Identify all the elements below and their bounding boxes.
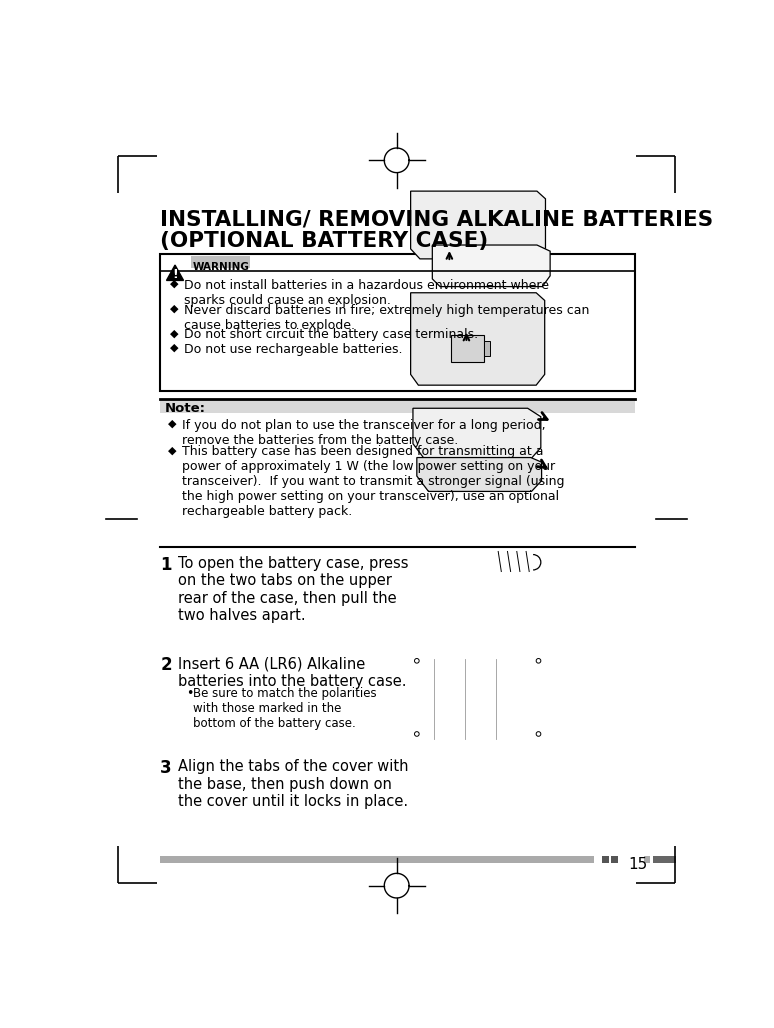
Text: •: • [186,687,194,700]
Text: 1: 1 [160,556,172,574]
Polygon shape [413,408,541,460]
Bar [160,856,594,864]
Polygon shape [411,191,546,259]
Text: Be sure to match the polarities
with those marked in the
bottom of the battery c: Be sure to match the polarities with tho… [193,687,376,730]
Text: INSTALLING/ REMOVING ALKALINE BATTERIES: INSTALLING/ REMOVING ALKALINE BATTERIES [160,210,714,229]
Bar [653,856,676,864]
Text: Do not install batteries in a hazardous environment where
sparks could cause an : Do not install batteries in a hazardous … [183,279,549,307]
Text: Never discard batteries in fire; extremely high temperatures can
cause batteries: Never discard batteries in fire; extreme… [183,303,589,332]
Circle shape [536,659,541,663]
Bar [611,856,618,864]
Text: ◆: ◆ [170,279,179,289]
Text: ◆: ◆ [169,419,177,429]
Bar [160,254,635,392]
Bar [644,856,650,864]
Polygon shape [485,341,490,356]
Bar [191,256,250,268]
Text: If you do not plan to use the transceiver for a long period,
remove the batterie: If you do not plan to use the transceive… [182,419,546,447]
Circle shape [415,659,420,663]
Polygon shape [451,335,485,362]
Text: !: ! [172,268,178,281]
Text: Note:: Note: [165,402,206,415]
Polygon shape [411,293,545,386]
Polygon shape [166,265,183,281]
Text: 3: 3 [160,760,172,777]
Text: ◆: ◆ [170,303,179,314]
Polygon shape [433,245,550,287]
Polygon shape [417,457,542,491]
Text: WARNING: WARNING [192,262,249,272]
Bar [602,856,609,864]
Circle shape [536,732,541,736]
Text: Do not short circuit the battery case terminals.: Do not short circuit the battery case te… [183,328,478,341]
Bar [160,399,635,413]
Circle shape [415,732,420,736]
Text: To open the battery case, press
on the two tabs on the upper
rear of the case, t: To open the battery case, press on the t… [178,556,409,623]
Text: This battery case has been designed for transmitting at a
power of approximately: This battery case has been designed for … [182,445,564,518]
Text: Do not use rechargeable batteries.: Do not use rechargeable batteries. [183,342,402,356]
Text: ◆: ◆ [170,328,179,338]
Text: Insert 6 AA (LR6) Alkaline
batteries into the battery case.: Insert 6 AA (LR6) Alkaline batteries int… [178,656,406,689]
Text: 2: 2 [160,656,172,674]
Text: ◆: ◆ [170,342,179,353]
Text: (OPTIONAL BATTERY CASE): (OPTIONAL BATTERY CASE) [160,231,488,251]
Text: Align the tabs of the cover with
the base, then push down on
the cover until it : Align the tabs of the cover with the bas… [178,760,409,809]
Text: ◆: ◆ [169,445,177,455]
Text: 15: 15 [628,857,648,872]
